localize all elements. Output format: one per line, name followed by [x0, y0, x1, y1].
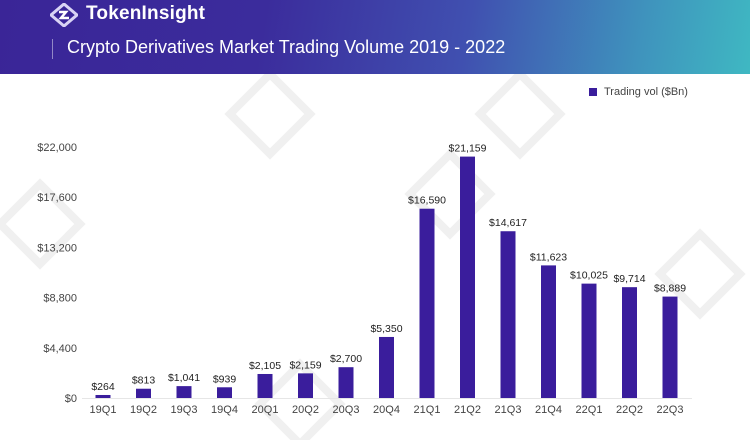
x-tick-label: 21Q2: [454, 404, 481, 416]
value-label: $8,889: [654, 283, 686, 295]
bar-21Q4: [541, 265, 556, 398]
x-tick-label: 19Q3: [171, 404, 198, 416]
y-axis: $0 $4,400 $8,800 $13,200 $17,600 $22,000: [37, 142, 77, 405]
title-divider: [52, 39, 53, 59]
x-tick-label: 19Q2: [130, 404, 157, 416]
value-label: $264: [91, 381, 115, 393]
watermark-shape: [404, 148, 496, 240]
value-label: $5,350: [370, 323, 402, 335]
value-label: $10,025: [570, 270, 608, 282]
legend-label: Trading vol ($Bn): [604, 86, 688, 98]
header-banner: TokenInsight Crypto Derivatives Market T…: [0, 0, 750, 74]
watermark-shape: [224, 74, 316, 160]
tokeninsight-logo-icon: [50, 3, 78, 27]
x-tick-label: 22Q2: [616, 404, 643, 416]
bar-21Q3: [500, 231, 516, 398]
value-label: $16,590: [408, 195, 446, 207]
bar-19Q2: [136, 388, 151, 398]
bar-20Q4: [379, 336, 394, 398]
bar-22Q1: [581, 283, 597, 398]
bar-chart: $0 $4,400 $8,800 $13,200 $17,600 $22,000 $264…: [0, 74, 746, 440]
y-tick-label: $13,200: [37, 242, 77, 254]
page-title: Crypto Derivatives Market Trading Volume…: [67, 37, 506, 57]
y-tick-label: $8,800: [43, 293, 77, 305]
x-tick-label: 20Q4: [373, 404, 400, 416]
brand-name: TokenInsight: [86, 3, 206, 24]
x-tick-label: 21Q4: [535, 404, 562, 416]
x-tick-label: 20Q2: [292, 404, 319, 416]
y-tick-label: $4,400: [43, 343, 77, 355]
value-label: $14,617: [489, 217, 527, 229]
x-tick-label: 22Q3: [657, 404, 684, 416]
x-tick-label: 21Q3: [495, 404, 522, 416]
bar-21Q2: [460, 156, 475, 398]
bar-20Q2: [298, 373, 313, 398]
value-label: $11,623: [530, 251, 567, 263]
bar-22Q2: [622, 287, 637, 398]
x-tick-label: 20Q1: [252, 404, 279, 416]
watermark-shape: [254, 358, 346, 440]
x-tick-label: 20Q3: [333, 404, 360, 416]
bar-19Q4: [217, 387, 232, 398]
x-tick-label: 21Q1: [414, 404, 441, 416]
watermark-shape: [0, 178, 86, 270]
bar-19Q3: [176, 386, 192, 398]
x-tick-label: 22Q1: [576, 404, 603, 416]
value-label: $21,159: [449, 143, 487, 155]
value-label: $1,041: [168, 372, 200, 384]
watermark-shape: [474, 74, 566, 160]
legend-swatch: [589, 88, 597, 96]
bar-19Q1: [95, 394, 111, 398]
y-tick-label: $22,000: [37, 142, 77, 154]
watermark-layer: [0, 74, 746, 440]
value-label: $2,159: [289, 359, 321, 371]
x-tick-label: 19Q4: [211, 404, 238, 416]
x-tick-label: 19Q1: [90, 404, 117, 416]
value-label: $939: [213, 373, 237, 385]
y-tick-label: $17,600: [37, 192, 77, 204]
bars-group: $264 $813 $1,041 $939 $2,105 $2,159 $2,700 $5,3…: [91, 143, 686, 398]
value-label: $2,105: [249, 360, 281, 372]
value-label: $2,700: [330, 353, 362, 365]
chart-legend: Trading vol ($Bn): [589, 86, 688, 98]
value-label: $9,714: [613, 273, 645, 285]
x-axis: 19Q1 19Q2 19Q3 19Q4 20Q1 20Q2 20Q3 20Q4 21Q1 21Q2…: [90, 404, 684, 416]
bar-20Q3: [338, 367, 354, 398]
value-label: $813: [132, 375, 156, 387]
bar-22Q3: [662, 296, 678, 398]
watermark-shape: [654, 228, 746, 320]
bar-21Q1: [419, 208, 435, 398]
y-tick-label: $0: [65, 393, 77, 405]
bar-20Q1: [257, 373, 273, 398]
